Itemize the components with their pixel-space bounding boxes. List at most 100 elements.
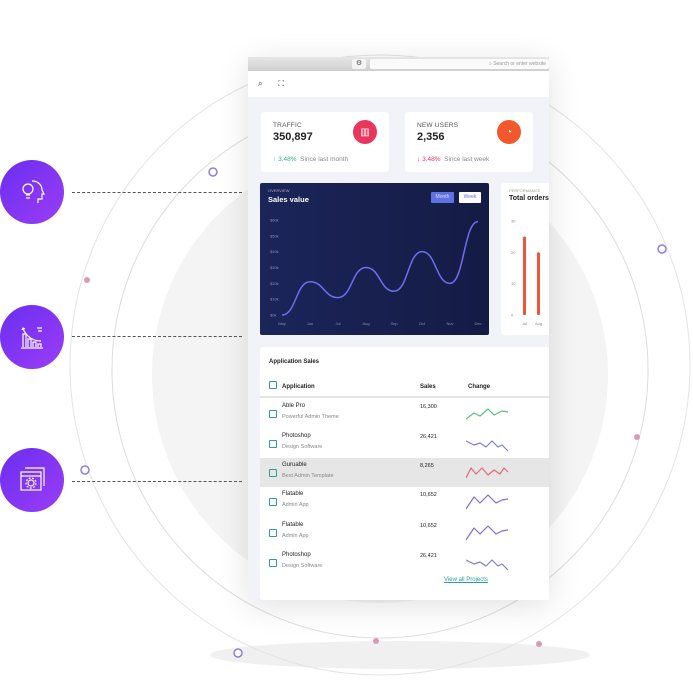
y-tick-label: $40k bbox=[270, 249, 279, 254]
settings-window-icon bbox=[0, 448, 64, 512]
x-tick-label: Sep bbox=[390, 321, 398, 326]
x-tick-label: Aug bbox=[535, 321, 542, 326]
app-name: Guruable bbox=[282, 462, 307, 468]
chart-overline: PERFORMANCE bbox=[509, 188, 541, 193]
traffic-card: TRAFFIC 350,897 ▥ ↑ 3.48% Since last mon… bbox=[261, 112, 389, 172]
app-sales: 26,421 bbox=[420, 553, 437, 559]
column-header: Sales bbox=[420, 384, 436, 390]
column-header: Application bbox=[282, 384, 315, 390]
new-users-card: NEW USERS 2,356 ◔ ↓ 3.48% Since last wee… bbox=[405, 112, 533, 172]
stat-period: Since last month bbox=[300, 156, 349, 163]
table-row[interactable]: Photoshop Design Software 26,421 bbox=[260, 429, 549, 458]
y-tick-label: $20k bbox=[270, 281, 279, 286]
x-tick-label: Jul bbox=[522, 321, 527, 326]
app-sales: 26,421 bbox=[420, 434, 437, 440]
chart-overline: OVERVIEW bbox=[268, 188, 290, 193]
x-tick-label: Jul bbox=[335, 321, 340, 326]
sparkline bbox=[466, 440, 509, 452]
column-header: Change bbox=[468, 384, 491, 390]
stat-period: Since last week bbox=[444, 156, 490, 163]
app-description: Design Software bbox=[282, 563, 323, 569]
row-checkbox[interactable] bbox=[269, 469, 277, 477]
stat-value: 2,356 bbox=[417, 131, 445, 143]
x-tick-label: May bbox=[278, 321, 286, 326]
search-icon[interactable]: ⌕ bbox=[258, 79, 263, 88]
stat-value: 350,897 bbox=[273, 131, 313, 143]
browser-window: ⚙ ⌕ Search or enter website ⌕ ⛶ TRAFFIC … bbox=[248, 57, 549, 600]
bar-chart-plot: 0 10 20 30 Jul Aug bbox=[511, 219, 542, 327]
app-description: Powerful Admin Theme bbox=[282, 414, 339, 420]
bar-chart-icon: ▥ bbox=[353, 120, 377, 144]
y-tick-label: 20 bbox=[511, 250, 516, 255]
row-checkbox[interactable] bbox=[269, 529, 277, 537]
table-row[interactable]: Able Pro Powerful Admin Theme 16,300 bbox=[260, 399, 549, 428]
sparkline bbox=[466, 494, 509, 510]
address-placeholder: Search or enter website bbox=[493, 61, 546, 67]
connector-line bbox=[72, 336, 242, 337]
table-row[interactable]: Photoshop Design Software 26,421 bbox=[260, 548, 549, 577]
stat-change: 3.48% bbox=[422, 156, 441, 163]
settings-button[interactable]: ⚙ bbox=[352, 59, 366, 69]
connector-line bbox=[72, 192, 242, 193]
address-bar[interactable]: ⌕ Search or enter website bbox=[370, 59, 549, 69]
app-name: Able Pro bbox=[282, 403, 306, 409]
arrow-down-icon: ↓ bbox=[417, 156, 421, 163]
y-tick-label: $30k bbox=[270, 265, 279, 270]
card-title: Application Sales bbox=[269, 359, 320, 365]
app-sales: 10,652 bbox=[420, 492, 437, 498]
y-tick-label: 0 bbox=[511, 313, 514, 318]
growth-chart-icon bbox=[0, 305, 64, 369]
row-checkbox[interactable] bbox=[269, 440, 277, 448]
sparkline bbox=[466, 559, 509, 571]
x-tick-label: Jun bbox=[307, 321, 313, 326]
chart-title: Sales value bbox=[268, 195, 309, 204]
line-chart-plot: $0k $10k $20k $30k $40k $50k $60k May Jun Jul Aug S… bbox=[270, 218, 482, 327]
x-tick-label: Nov bbox=[446, 321, 453, 326]
total-orders-chart: PERFORMANCE Total orders 0 10 20 30 Jul Aug bbox=[501, 183, 549, 335]
y-tick-label: 10 bbox=[511, 281, 516, 286]
stat-change: 3.48% bbox=[278, 156, 297, 163]
browser-toolbar: ⚙ ⌕ Search or enter website bbox=[248, 57, 549, 71]
sparkline bbox=[466, 525, 509, 541]
row-checkbox[interactable] bbox=[269, 498, 277, 506]
app-name: Photoshop bbox=[282, 552, 311, 558]
week-button[interactable]: Week bbox=[459, 192, 481, 203]
view-all-projects-link[interactable]: View all Projects bbox=[444, 577, 488, 583]
fullscreen-icon[interactable]: ⛶ bbox=[278, 79, 285, 88]
sparkline bbox=[466, 408, 509, 420]
select-all-checkbox[interactable] bbox=[269, 381, 277, 389]
y-tick-label: $50k bbox=[270, 233, 279, 238]
app-description: Best Admin Template bbox=[282, 473, 334, 479]
row-checkbox[interactable] bbox=[269, 559, 277, 567]
bar bbox=[537, 252, 540, 315]
y-tick-label: $0k bbox=[270, 313, 276, 318]
sales-value-chart: OVERVIEW Sales value Month Week $0k $10k $… bbox=[260, 183, 489, 335]
x-tick-label: Dec bbox=[474, 321, 481, 326]
sales-line bbox=[281, 220, 479, 316]
app-header: ⌕ ⛶ bbox=[248, 71, 549, 97]
chart-title: Total orders bbox=[509, 195, 549, 202]
app-name: Photoshop bbox=[282, 433, 311, 439]
app-name: Flatable bbox=[282, 491, 304, 497]
row-checkbox[interactable] bbox=[269, 410, 277, 418]
x-tick-label: Aug bbox=[362, 321, 369, 326]
stat-label: TRAFFIC bbox=[273, 122, 302, 129]
table-row[interactable]: Flatable Admin App 10,652 bbox=[260, 518, 549, 547]
x-tick-label: Oct bbox=[419, 321, 426, 326]
y-tick-label: 30 bbox=[511, 219, 516, 224]
arrow-up-icon: ↑ bbox=[273, 156, 277, 163]
app-sales: 16,300 bbox=[420, 404, 437, 410]
month-button[interactable]: Month bbox=[431, 192, 454, 203]
connector-line bbox=[72, 481, 242, 482]
app-sales: 10,652 bbox=[420, 523, 437, 529]
pie-chart-icon: ◔ bbox=[497, 120, 521, 144]
stat-label: NEW USERS bbox=[417, 122, 459, 129]
idea-head-icon bbox=[0, 160, 64, 224]
app-sales: 8,265 bbox=[420, 463, 434, 469]
app-description: Design Software bbox=[282, 444, 323, 450]
table-row[interactable]: Flatable Admin App 10,652 bbox=[260, 487, 549, 516]
y-tick-label: $60k bbox=[270, 218, 279, 223]
table-row[interactable]: Guruable Best Admin Template 8,265 bbox=[260, 458, 549, 487]
bar bbox=[523, 236, 526, 315]
app-description: Admin App bbox=[282, 502, 309, 508]
